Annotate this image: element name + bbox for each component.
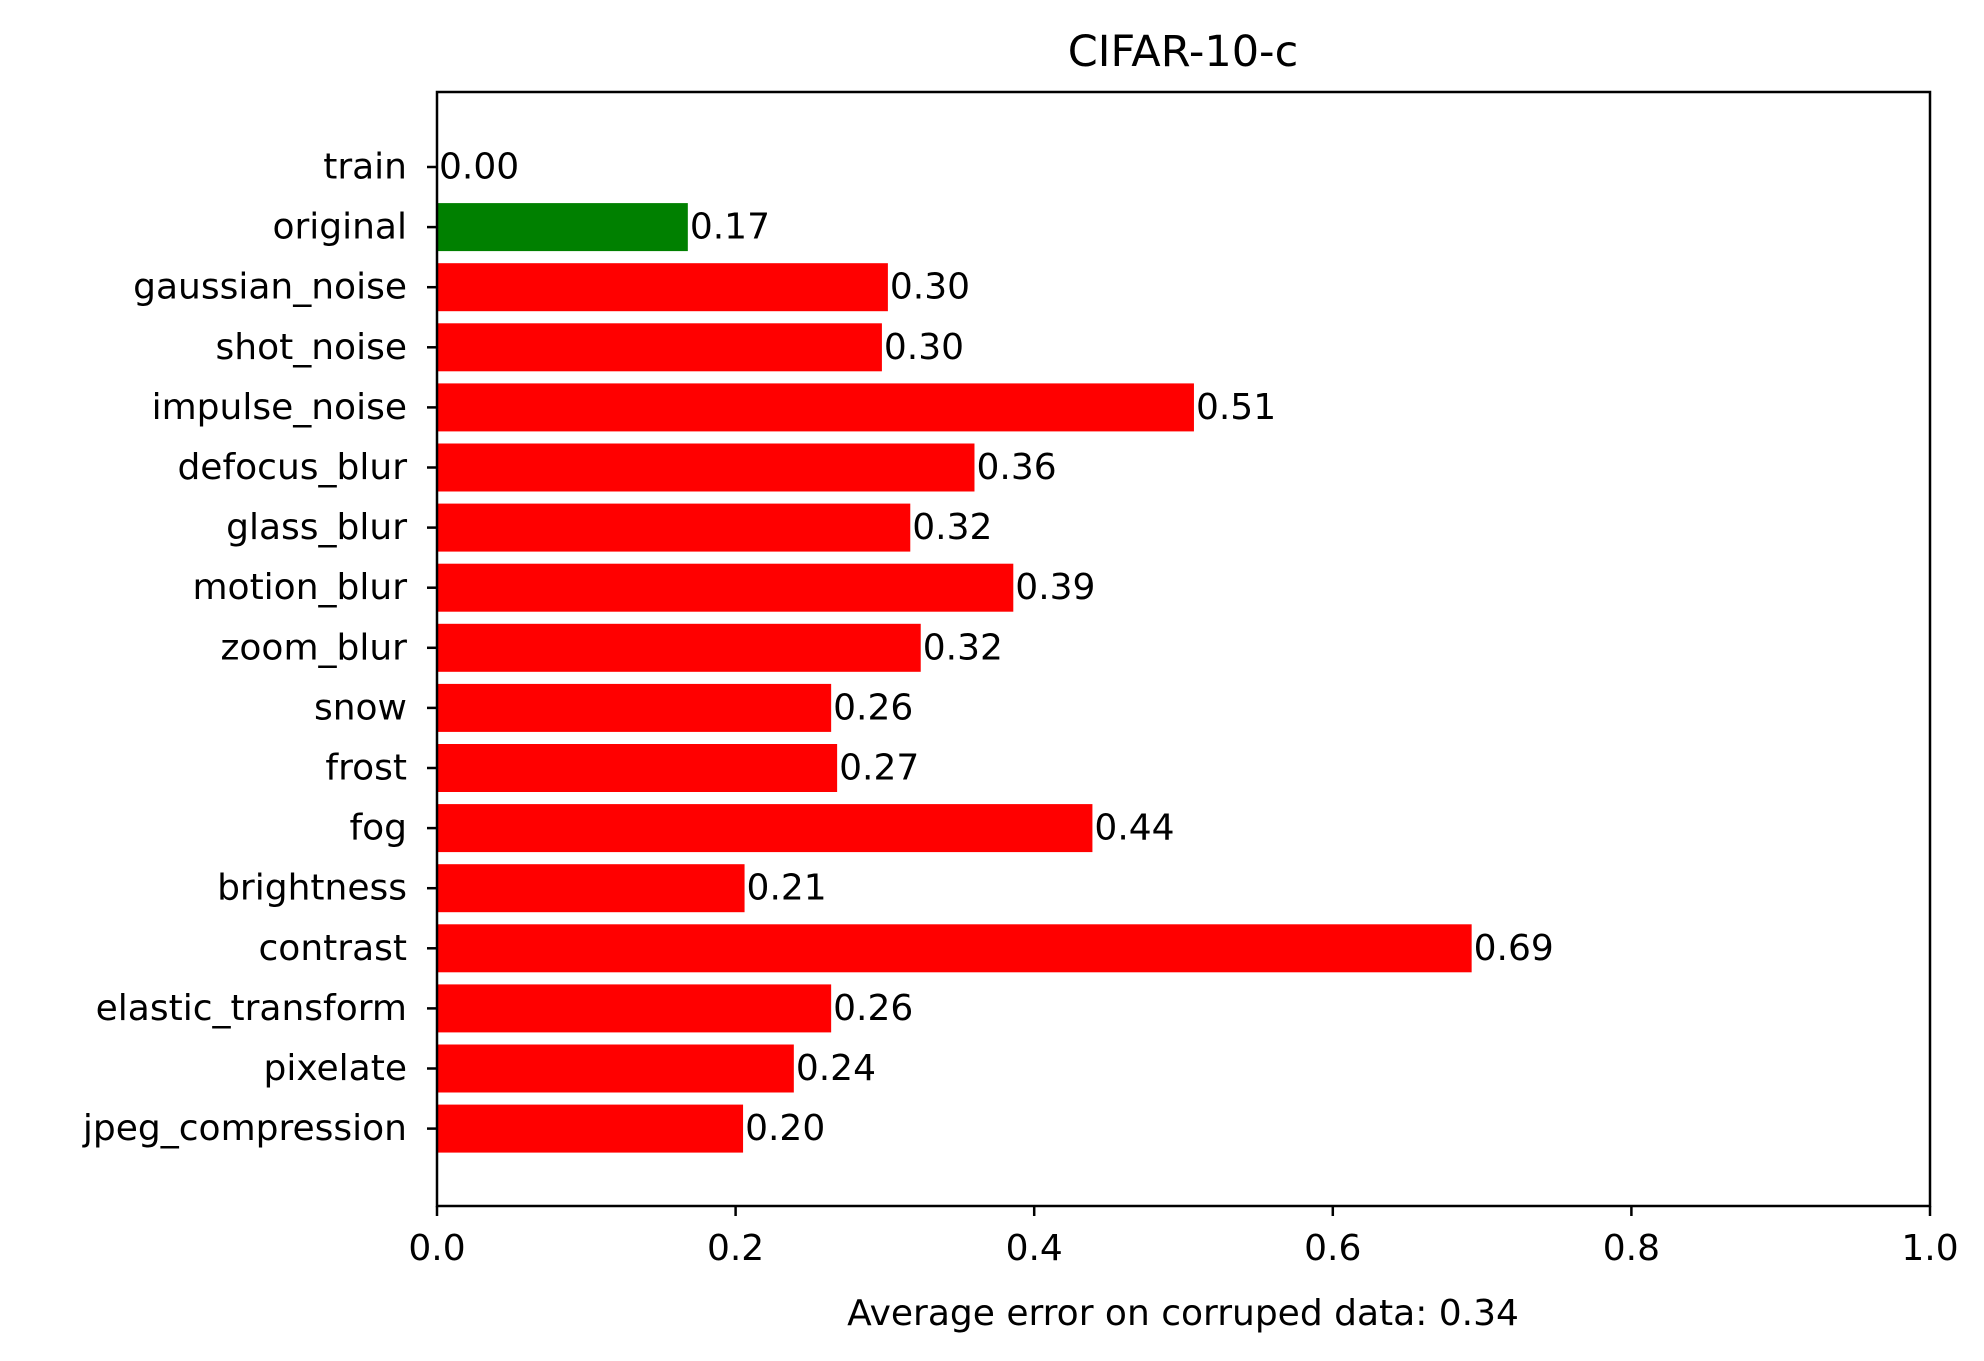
data-label-zoom_blur: 0.32 [923,627,1003,668]
x-tick-label-0.2: 0.2 [707,1228,764,1269]
x-tick-label-1.0: 1.0 [1901,1228,1958,1269]
x-axis: 0.0 0.2 0.4 0.6 0.8 1.0 [408,1206,1959,1269]
category-label-contrast: contrast [259,928,407,969]
y-axis: train original gaussian_noise shot_noiseimp… [82,147,437,1149]
category-label-snow: snow [314,687,407,728]
data-label-snow: 0.26 [833,687,913,728]
category-label-gaussian_noise: gaussian_noise [133,267,407,308]
bar-gaussian_noise [437,263,888,312]
bar-elastic_transform [437,984,832,1033]
category-label-zoom_blur: zoom_blur [221,627,408,668]
data-label-jpeg_compression: 0.20 [745,1108,825,1149]
data-label-gaussian_noise: 0.30 [890,267,970,308]
data-label-motion_blur: 0.39 [1015,567,1095,608]
category-label-train: train [323,147,407,188]
data-label-frost: 0.27 [839,748,919,789]
bar-contrast [437,924,1472,973]
category-label-frost: frost [325,748,407,789]
data-label-defocus_blur: 0.36 [976,447,1056,488]
category-label-motion_blur: motion_blur [192,567,407,608]
category-label-shot_noise: shot_noise [216,327,407,368]
category-label-defocus_blur: defocus_blur [177,447,407,488]
bar-impulse_noise [437,383,1194,432]
bar-fog [437,804,1093,853]
category-label-fog: fog [349,808,407,849]
data-label-contrast: 0.69 [1474,928,1554,969]
bar-snow [437,683,832,732]
chart-title: CIFAR-10-c [1068,27,1298,77]
category-label-jpeg_compression: jpeg_compression [82,1108,407,1149]
data-label-train: 0.00 [439,147,519,188]
bar-pixelate [437,1044,794,1093]
bar-defocus_blur [437,443,975,492]
data-label-elastic_transform: 0.26 [833,988,913,1029]
data-label-brightness: 0.21 [747,868,827,909]
data-label-original: 0.17 [690,207,770,248]
x-tick-label-0.0: 0.0 [408,1228,465,1269]
data-label-glass_blur: 0.32 [912,507,992,548]
category-label-pixelate: pixelate [263,1048,407,1089]
category-label-impulse_noise: impulse_noise [152,387,407,428]
bars-group: 0.000.170.300.300.510.360.320.390.320.26… [437,147,1554,1153]
category-label-glass_blur: glass_blur [226,507,407,548]
x-tick-label-0.6: 0.6 [1304,1228,1361,1269]
x-tick-label-0.8: 0.8 [1603,1228,1660,1269]
data-label-impulse_noise: 0.51 [1196,387,1276,428]
category-label-elastic_transform: elastic_transform [96,988,407,1029]
category-label-brightness: brightness [217,868,407,909]
bar-glass_blur [437,503,911,552]
x-tick-label-0.4: 0.4 [1006,1228,1063,1269]
x-axis-label: Average error on corruped data: 0.34 [847,1293,1519,1334]
bar-original [437,203,688,252]
bar-motion_blur [437,563,1014,612]
category-label-original: original [272,207,407,248]
bar-brightness [437,864,745,913]
data-label-pixelate: 0.24 [796,1048,876,1089]
data-label-fog: 0.44 [1094,808,1174,849]
data-label-shot_noise: 0.30 [884,327,964,368]
bar-shot_noise [437,323,882,372]
bar-zoom_blur [437,623,921,672]
bar-jpeg_compression [437,1104,744,1153]
bar-frost [437,744,838,792]
plot-frame [435,90,1932,1208]
